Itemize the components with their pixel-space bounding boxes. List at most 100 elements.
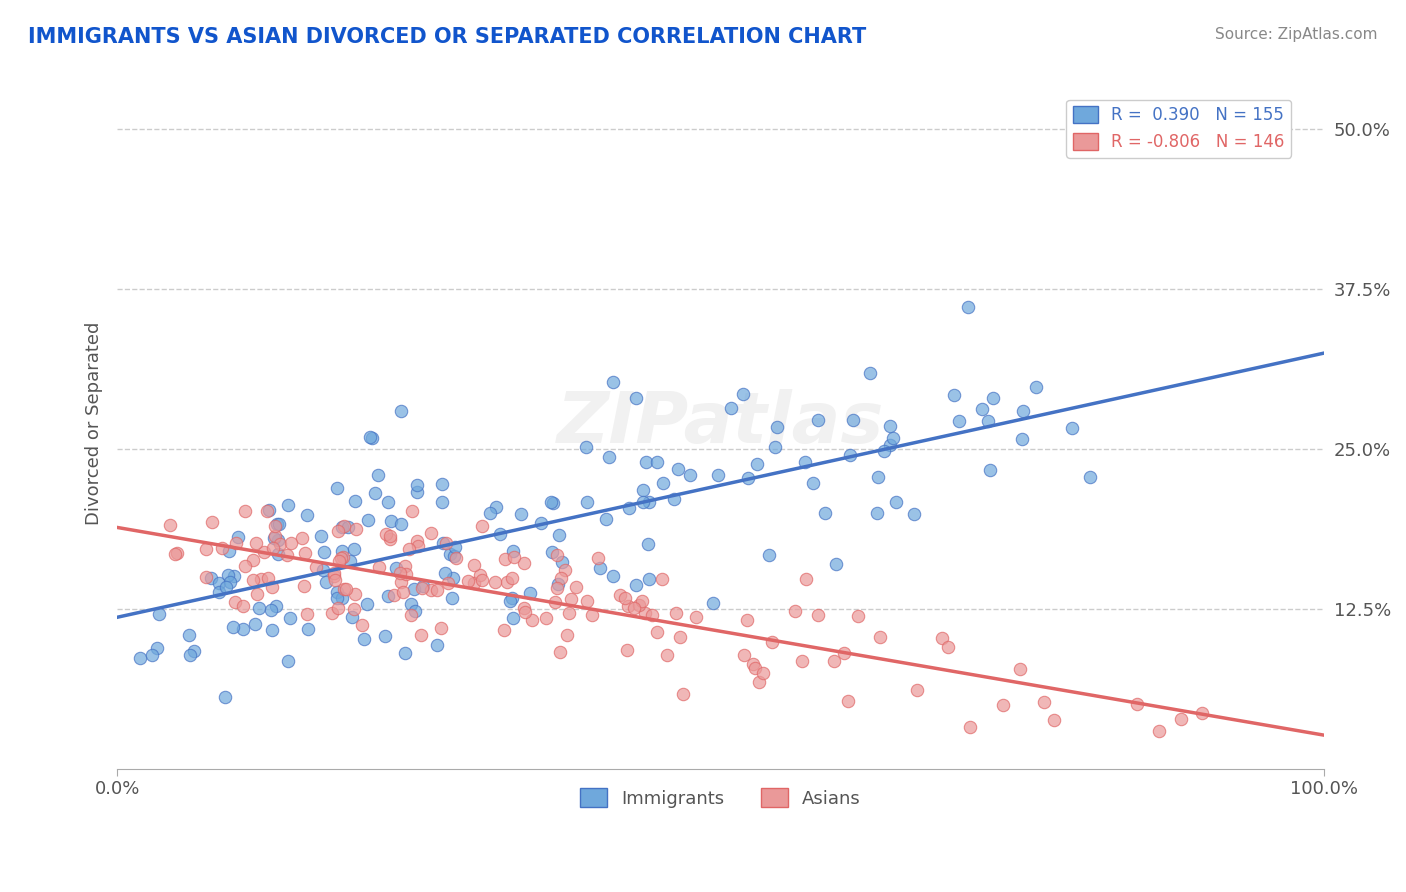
Y-axis label: Divorced or Separated: Divorced or Separated xyxy=(86,321,103,524)
Point xyxy=(859,366,882,380)
Point xyxy=(668,630,690,644)
Point xyxy=(702,596,724,610)
Point xyxy=(267,516,290,531)
Point xyxy=(1033,695,1056,709)
Point xyxy=(332,549,354,564)
Point xyxy=(399,597,422,611)
Point xyxy=(991,698,1014,712)
Point xyxy=(748,675,770,690)
Point xyxy=(662,492,685,507)
Point xyxy=(555,628,578,642)
Point xyxy=(194,541,217,556)
Point xyxy=(441,591,464,605)
Point xyxy=(269,537,291,551)
Point xyxy=(766,419,789,434)
Point xyxy=(145,641,167,656)
Point xyxy=(602,569,624,583)
Point xyxy=(433,566,456,581)
Point xyxy=(457,574,479,588)
Point xyxy=(374,629,396,643)
Point xyxy=(751,666,773,681)
Point xyxy=(276,549,298,563)
Point xyxy=(441,571,464,585)
Point xyxy=(394,646,416,660)
Point xyxy=(253,545,276,559)
Point xyxy=(399,607,422,622)
Point xyxy=(141,648,163,662)
Point xyxy=(598,450,620,465)
Point xyxy=(651,572,673,586)
Point xyxy=(548,645,571,659)
Point xyxy=(823,654,845,668)
Point xyxy=(295,607,318,621)
Point xyxy=(292,579,315,593)
Point xyxy=(744,660,766,674)
Point xyxy=(624,391,647,405)
Point xyxy=(350,618,373,632)
Point xyxy=(548,528,571,542)
Point xyxy=(575,440,598,454)
Point xyxy=(194,569,217,583)
Point xyxy=(380,514,402,528)
Point xyxy=(589,561,612,575)
Point xyxy=(263,531,285,545)
Point xyxy=(406,478,429,492)
Point xyxy=(970,402,993,417)
Point xyxy=(846,609,869,624)
Point xyxy=(148,607,170,622)
Point xyxy=(471,518,494,533)
Point xyxy=(333,582,356,597)
Point xyxy=(794,572,817,586)
Point xyxy=(264,599,287,613)
Point xyxy=(364,486,387,500)
Point xyxy=(432,536,454,550)
Point xyxy=(411,628,433,642)
Point xyxy=(211,541,233,555)
Point xyxy=(761,635,783,649)
Point xyxy=(501,571,523,585)
Point xyxy=(733,648,755,662)
Point xyxy=(735,613,758,627)
Point xyxy=(558,606,581,620)
Point xyxy=(368,560,391,574)
Point xyxy=(330,591,353,606)
Point xyxy=(353,632,375,646)
Point xyxy=(609,588,631,602)
Point xyxy=(959,720,981,734)
Point xyxy=(530,516,553,531)
Point xyxy=(720,401,742,415)
Point xyxy=(343,542,366,557)
Point xyxy=(280,536,302,550)
Point xyxy=(357,513,380,527)
Point xyxy=(297,622,319,636)
Point xyxy=(222,619,245,633)
Point xyxy=(344,522,367,536)
Point xyxy=(977,414,1000,428)
Point xyxy=(406,533,429,548)
Point xyxy=(869,630,891,644)
Point xyxy=(179,628,201,642)
Point xyxy=(931,631,953,645)
Point xyxy=(1170,712,1192,726)
Point xyxy=(322,569,344,583)
Point xyxy=(1062,420,1084,434)
Point xyxy=(165,547,187,561)
Point xyxy=(706,468,728,483)
Point xyxy=(294,546,316,560)
Point xyxy=(495,574,517,589)
Point xyxy=(943,388,966,402)
Point xyxy=(420,583,443,598)
Point xyxy=(201,515,224,529)
Point xyxy=(905,682,928,697)
Point xyxy=(389,574,412,589)
Point xyxy=(233,504,256,518)
Point xyxy=(837,694,859,708)
Point xyxy=(378,532,401,546)
Point xyxy=(825,558,848,572)
Point xyxy=(443,549,465,564)
Point xyxy=(488,526,510,541)
Point xyxy=(315,575,337,590)
Point xyxy=(741,657,763,672)
Point xyxy=(807,413,830,427)
Point xyxy=(291,531,314,545)
